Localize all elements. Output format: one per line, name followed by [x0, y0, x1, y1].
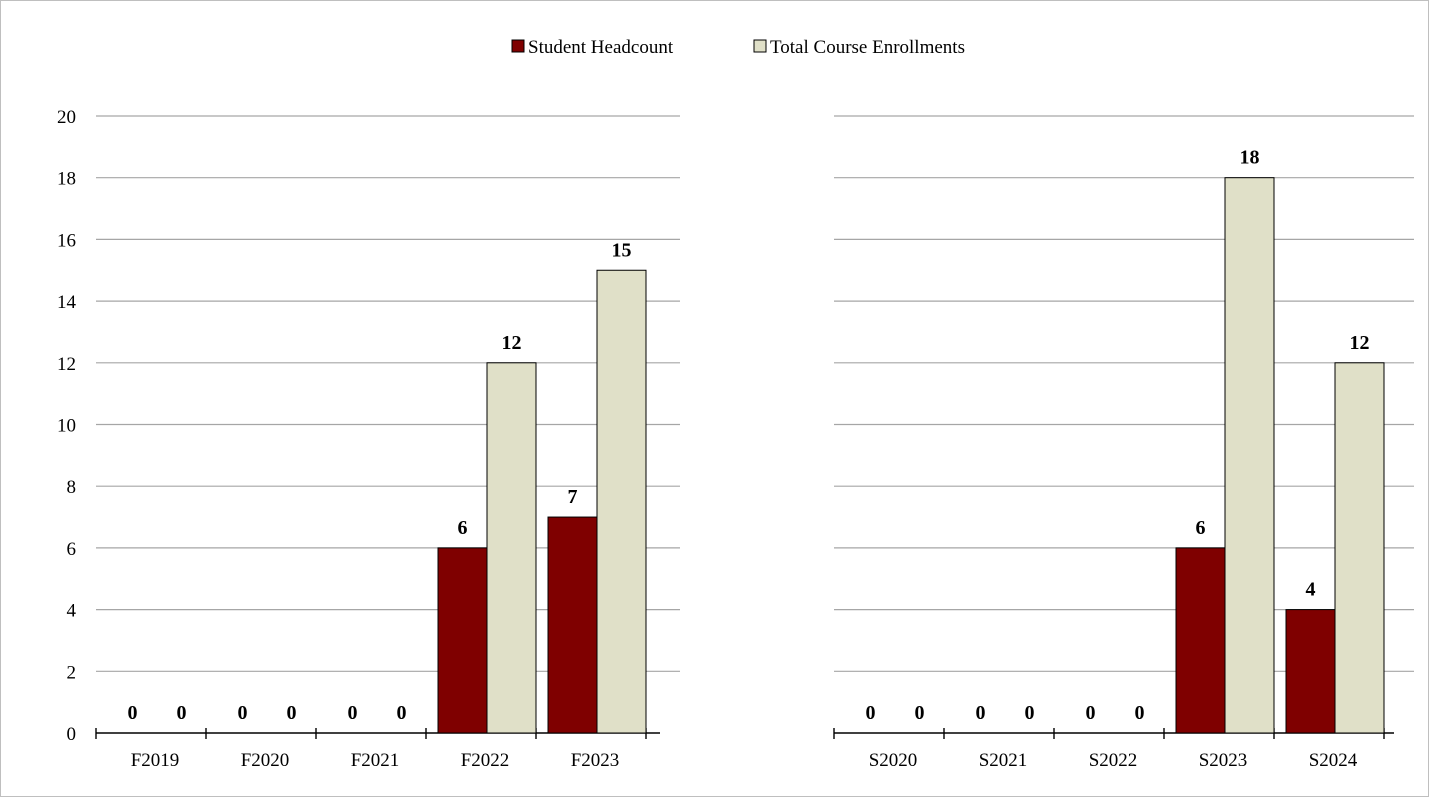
bar-enrollments [1334, 362, 1385, 734]
bar-headcount [1285, 609, 1336, 734]
data-label: 4 [1306, 579, 1316, 601]
data-label: 6 [458, 517, 468, 539]
data-label: 7 [568, 486, 578, 508]
bar-enrollments [1224, 177, 1275, 734]
data-label: 0 [177, 702, 187, 724]
y-tick-label: 12 [57, 354, 76, 375]
data-label: 0 [397, 702, 407, 724]
x-tick-label: S2023 [1199, 750, 1248, 771]
bar-enrollments [486, 362, 537, 734]
legend: Student Headcount Total Course Enrollmen… [511, 37, 965, 58]
y-tick-label: 10 [57, 416, 76, 437]
y-tick-label: 0 [67, 724, 77, 745]
bar-headcount [437, 547, 488, 734]
y-tick-label: 8 [67, 477, 77, 498]
legend-swatch-enrollments [753, 39, 767, 53]
y-tick-label: 2 [67, 662, 77, 683]
x-tick-label: S2022 [1089, 750, 1138, 771]
data-label: 0 [915, 702, 925, 724]
x-tick-label: S2020 [869, 750, 918, 771]
x-tick-label: S2021 [979, 750, 1028, 771]
data-label: 12 [502, 332, 522, 354]
data-label: 6 [1196, 517, 1206, 539]
data-label: 0 [238, 702, 248, 724]
bar-enrollments [596, 269, 647, 734]
legend-swatch-headcount [511, 39, 525, 53]
chart-panel-spring: S2020 0 0 S2021 0 0 S2022 0 0 S2023 6 18 S2024 4 12 [833, 115, 1414, 771]
data-label: 0 [1135, 702, 1145, 724]
y-tick-label: 6 [67, 539, 77, 560]
y-tick-label: 14 [57, 292, 77, 313]
y-tick-label: 18 [57, 169, 76, 190]
bar-headcount [547, 516, 598, 734]
data-label: 0 [348, 702, 358, 724]
legend-label-headcount: Student Headcount [528, 37, 674, 58]
x-tick-label: F2023 [571, 750, 620, 771]
data-label: 0 [287, 702, 297, 724]
data-label: 12 [1350, 332, 1370, 354]
y-tick-label: 4 [67, 601, 77, 622]
y-tick-label: 20 [57, 107, 76, 128]
x-tick-label: F2019 [131, 750, 180, 771]
bar-headcount [1175, 547, 1226, 734]
data-label: 0 [128, 702, 138, 724]
legend-label-enrollments: Total Course Enrollments [770, 37, 965, 58]
y-tick-label: 16 [57, 230, 76, 251]
data-label: 18 [1240, 147, 1260, 169]
data-label: 15 [612, 239, 632, 261]
data-label: 0 [1086, 702, 1096, 724]
x-tick-label: F2022 [461, 750, 510, 771]
data-label: 0 [976, 702, 986, 724]
chart-panel-fall: 0 2 4 6 8 10 12 14 16 18 20 F2019 0 0 F2020 0 0 F2021 0 0 F2… [57, 107, 680, 771]
x-tick-label: F2021 [351, 750, 400, 771]
data-label: 0 [1025, 702, 1035, 724]
data-label: 0 [866, 702, 876, 724]
x-tick-label: F2020 [241, 750, 290, 771]
x-tick-label: S2024 [1309, 750, 1358, 771]
